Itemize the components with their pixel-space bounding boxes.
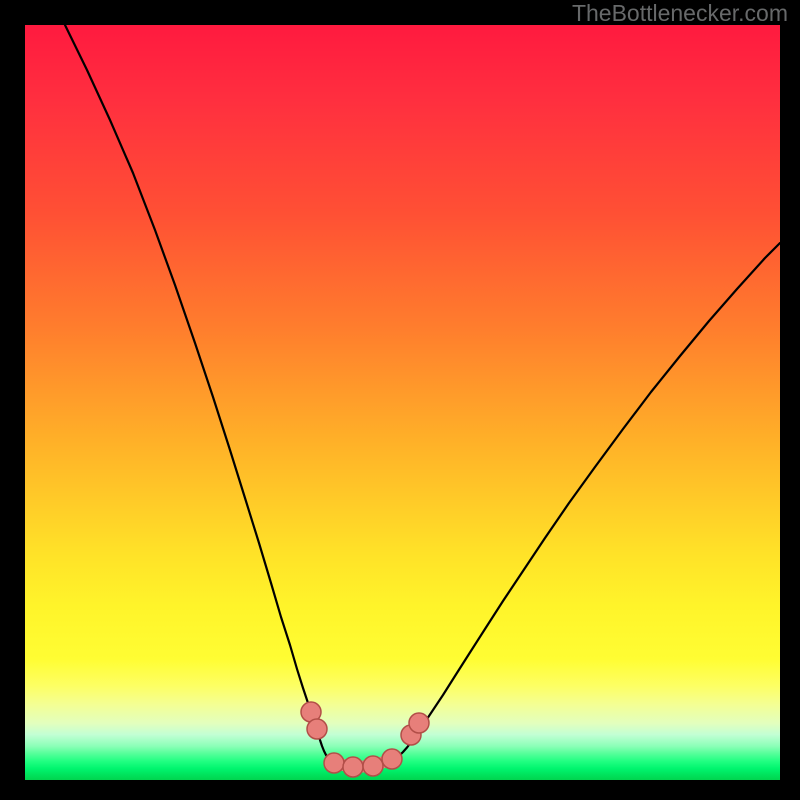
marker-dot: [343, 757, 363, 777]
plot-area: [25, 25, 780, 780]
watermark-text: TheBottlenecker.com: [572, 0, 788, 27]
marker-dot: [307, 719, 327, 739]
figure-root: TheBottlenecker.com: [0, 0, 800, 800]
marker-dot: [324, 753, 344, 773]
marker-dot: [409, 713, 429, 733]
bottleneck-chart: [25, 25, 780, 780]
marker-dot: [363, 756, 383, 776]
marker-dot: [382, 749, 402, 769]
heat-gradient-background: [25, 25, 780, 780]
